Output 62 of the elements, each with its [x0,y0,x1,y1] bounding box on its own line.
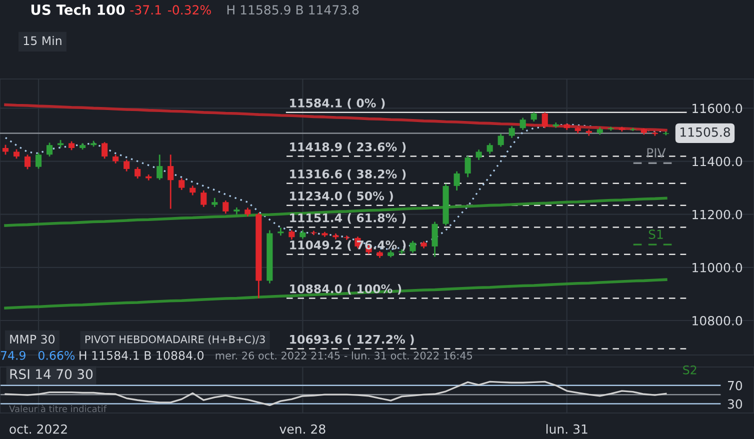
x-tick-label: ven. 28 [280,424,326,434]
candlestick [432,221,438,258]
candlestick [190,184,196,196]
y-tick-label: 10800.0 [692,316,742,326]
candlestick [13,148,20,160]
ref-line-label: 11505.8 [680,127,730,137]
y-tick-label: 11200.0 [692,210,742,220]
candlestick [486,142,493,155]
candlestick [124,158,130,172]
ref-line-label: 11584.1 ( 0% ) [290,98,385,109]
candlestick [36,152,42,170]
candlestick [168,154,174,210]
candlestick [46,142,53,158]
chart-title: US Tech 100 [31,4,125,16]
candlestick [520,117,526,131]
x-tick-label: oct. 2022 [10,424,67,434]
ref-line-label: 11316.6 ( 38.2% ) [290,169,406,180]
candlestick [222,200,229,214]
candlestick [134,166,141,180]
ref-line-label: 11234.0 ( 50% ) [290,191,393,202]
text: -0.32% [168,5,211,15]
candlestick [102,141,108,160]
text: S2 [683,365,696,374]
y-tick-label: 11600.0 [692,104,742,114]
candlestick [200,190,207,208]
candlestick [454,170,460,192]
line-series [4,380,667,406]
candlestick [498,133,504,148]
ref-line-label: S1 [648,230,663,239]
y-tick-label: 11000.0 [692,262,742,272]
annotation: Valeur à titre indicatif [9,404,107,412]
annotation: PIVOT HEBDOMADAIRE (H+B+C)/3 [85,335,265,344]
candlestick [476,148,482,161]
y-tick-label: 30 [728,399,742,409]
annotation: 0.66% [38,350,75,360]
y-tick-label: 70 [728,380,742,390]
text: -37.1 [130,5,161,15]
candlestick [464,155,471,178]
candlestick [508,126,515,139]
candlestick [542,112,548,129]
candlestick [156,154,163,181]
ref-line-label: PIV [647,148,666,158]
annotation: mer. 26 oct. 2022 21:45 - lun. 31 oct. 2022 16:45 [216,351,472,360]
candlestick [288,230,295,240]
candlestick [530,112,537,122]
ref-line-label: 11418.9 ( 23.6% ) [290,142,406,153]
candlestick [2,144,9,156]
y-tick-label: 11400.0 [692,156,742,166]
line-series [4,278,668,310]
chart-title: RSI 14 70 30 [10,369,93,380]
candlestick [24,154,31,170]
text: 15 Min [24,36,62,46]
annotation: H 11584.1 B 10884.0 [80,350,204,360]
candlestick [178,178,185,191]
x-tick-label: lun. 31 [546,424,588,434]
annotation: MMP 30 [10,334,55,344]
annotation: 74.9 [0,350,26,360]
text: H 11585.9 B 11473.8 [227,5,359,15]
candlestick [212,197,218,208]
ref-line-label: 11151.4 ( 61.8% ) [290,213,406,224]
candlestick [410,240,416,254]
ref-line-label: 10693.6 ( 127.2% ) [290,334,414,346]
